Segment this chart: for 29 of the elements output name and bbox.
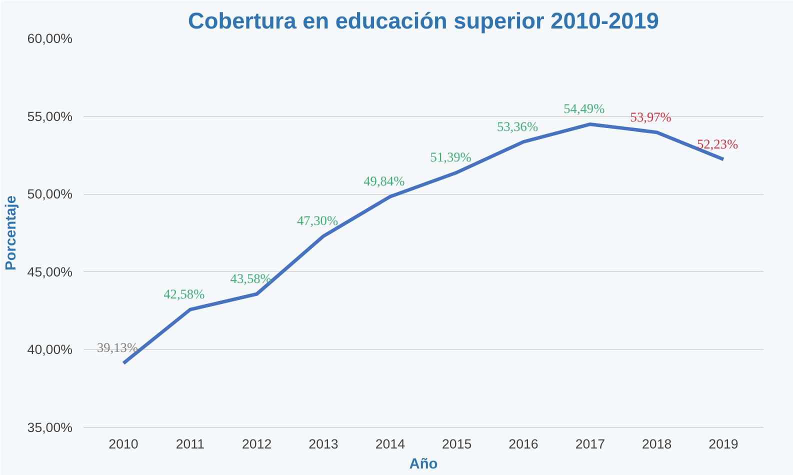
x-tick-label: 2015 <box>442 436 472 452</box>
y-tick-label: 60,00% <box>27 31 73 46</box>
data-label: 49,84% <box>364 174 405 189</box>
data-label: 39,13% <box>96 340 138 356</box>
x-axis-title: Año <box>409 456 438 472</box>
x-tick-label: 2014 <box>375 436 406 452</box>
x-tick-label: 2016 <box>508 436 538 452</box>
y-tick-label: 45,00% <box>27 264 73 280</box>
x-tick-label: 2011 <box>176 436 205 452</box>
x-tick-label: 2019 <box>708 436 738 452</box>
x-tick-label: 2017 <box>575 436 605 452</box>
data-label: 53,97% <box>630 109 672 124</box>
x-tick-label: 2018 <box>642 436 672 452</box>
y-tick-label: 40,00% <box>27 342 73 358</box>
x-tick-label: 2010 <box>108 436 138 452</box>
data-label: 54,49% <box>564 101 605 116</box>
y-tick-label: 50,00% <box>27 186 73 202</box>
y-axis-title: Porcentaje <box>3 196 20 270</box>
data-label: 52,23% <box>696 136 738 152</box>
chart-title: Cobertura en educación superior 2010-2019 <box>188 8 659 34</box>
data-label: 42,58% <box>164 286 205 302</box>
x-tick-label: 2013 <box>308 436 338 452</box>
y-tick-label: 35,00% <box>27 420 73 435</box>
y-tick-label: 55,00% <box>27 108 73 124</box>
data-label: 47,30% <box>296 213 338 228</box>
data-label: 43,58% <box>230 270 272 286</box>
x-tick-label: 2012 <box>242 436 272 452</box>
data-label: 53,36% <box>496 118 538 134</box>
data-label: 51,39% <box>430 149 472 164</box>
